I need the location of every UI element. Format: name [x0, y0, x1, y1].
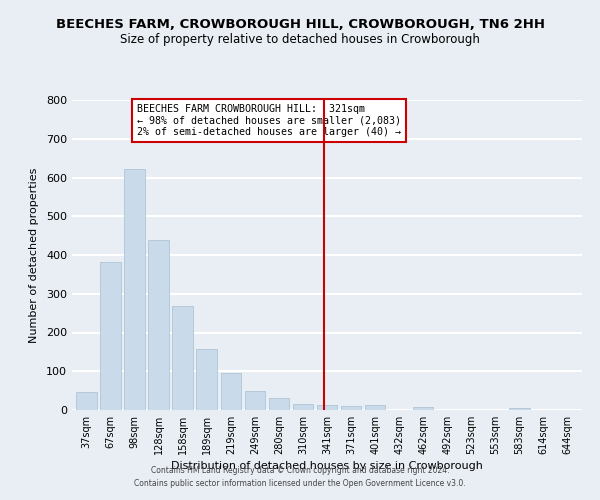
- Y-axis label: Number of detached properties: Number of detached properties: [29, 168, 39, 342]
- Bar: [317, 405, 337, 410]
- Bar: [124, 169, 145, 410]
- Bar: [148, 240, 169, 410]
- Bar: [100, 262, 121, 410]
- Bar: [76, 392, 97, 410]
- X-axis label: Distribution of detached houses by size in Crowborough: Distribution of detached houses by size …: [171, 461, 483, 471]
- Bar: [341, 406, 361, 410]
- Text: BEECHES FARM, CROWBOROUGH HILL, CROWBOROUGH, TN6 2HH: BEECHES FARM, CROWBOROUGH HILL, CROWBORO…: [56, 18, 545, 30]
- Bar: [509, 408, 530, 410]
- Text: Size of property relative to detached houses in Crowborough: Size of property relative to detached ho…: [120, 32, 480, 46]
- Bar: [269, 398, 289, 410]
- Text: BEECHES FARM CROWBOROUGH HILL:  321sqm
← 98% of detached houses are smaller (2,0: BEECHES FARM CROWBOROUGH HILL: 321sqm ← …: [137, 104, 401, 137]
- Bar: [172, 306, 193, 410]
- Bar: [245, 390, 265, 410]
- Bar: [413, 407, 433, 410]
- Text: Contains HM Land Registry data © Crown copyright and database right 2024.
Contai: Contains HM Land Registry data © Crown c…: [134, 466, 466, 487]
- Bar: [365, 405, 385, 410]
- Bar: [196, 349, 217, 410]
- Bar: [293, 404, 313, 410]
- Bar: [221, 373, 241, 410]
